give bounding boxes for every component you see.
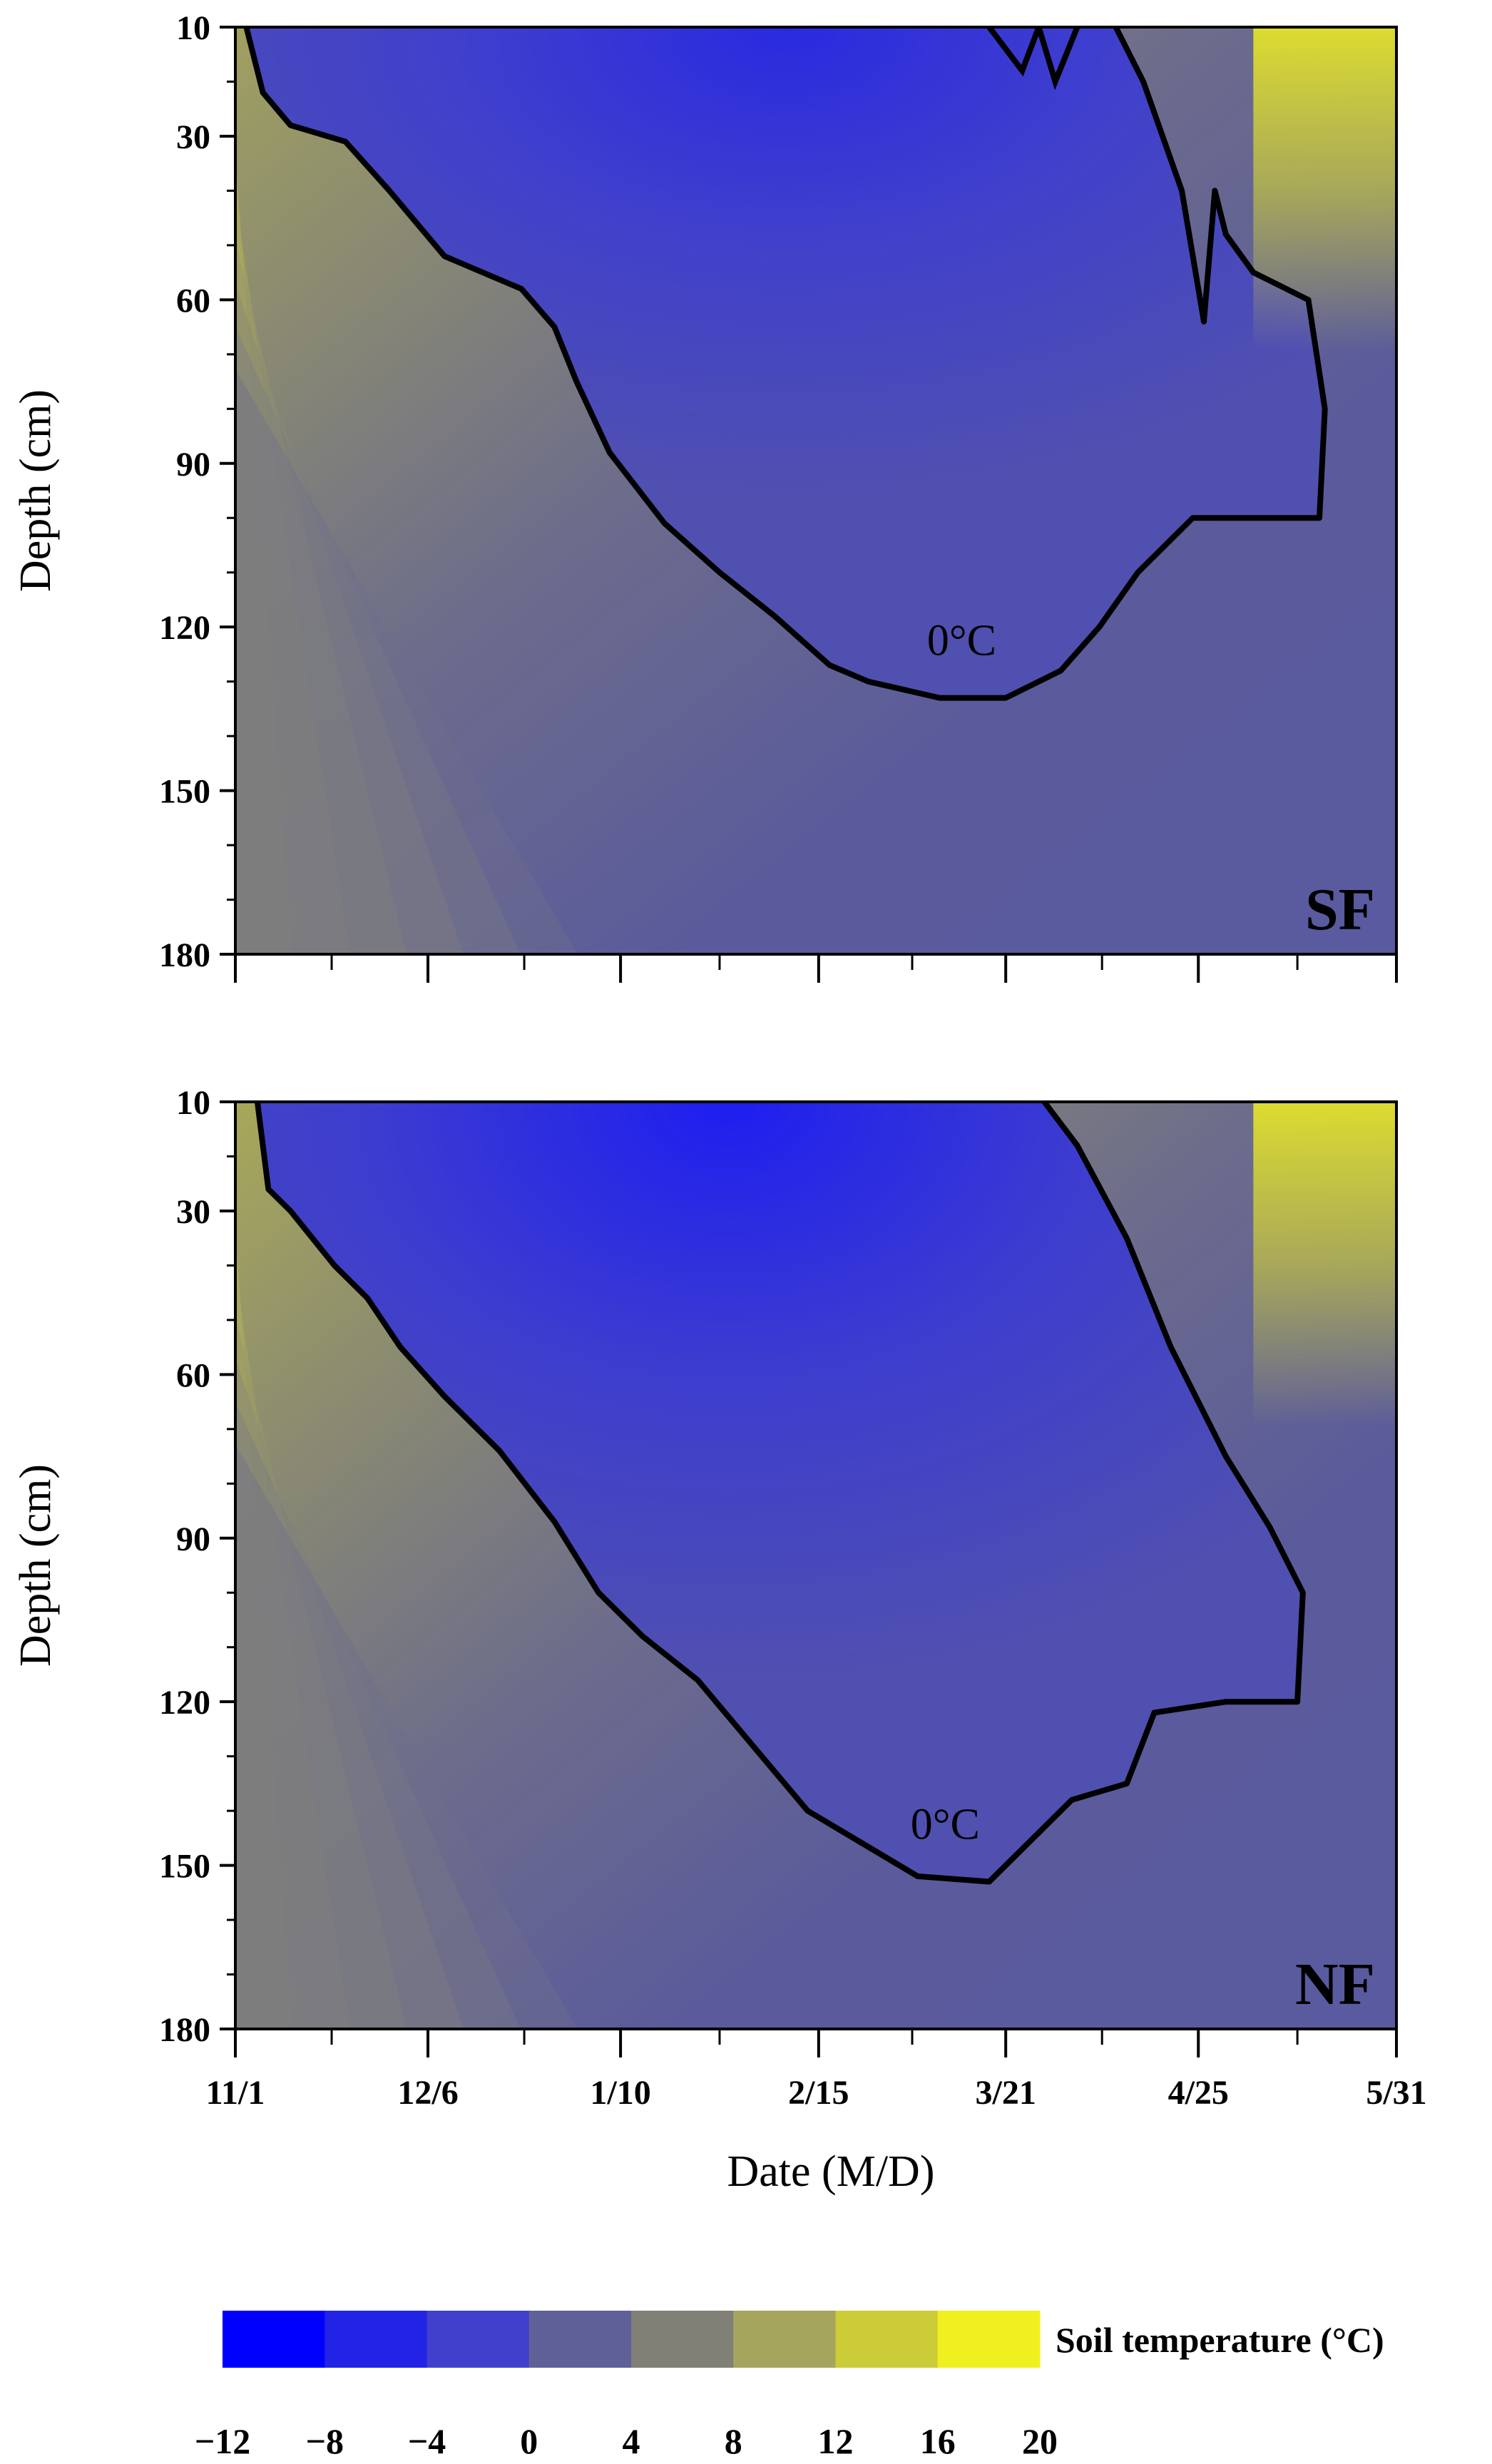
- colorbar-swatch: [223, 2311, 325, 2368]
- colorbar-tick-label: 16: [920, 2421, 956, 2461]
- y-tick-label-sf: 120: [159, 609, 210, 647]
- contour-label-nf: 0°C: [911, 1801, 980, 1849]
- panel-label-sf: SF: [1305, 876, 1375, 943]
- isotherm-band-sf: [235, 284, 464, 954]
- x-tick-label-nf: 11/1: [206, 2074, 265, 2112]
- colorbar-tick-label: 8: [725, 2421, 742, 2461]
- colorbar-tick-label: 20: [1022, 2421, 1058, 2461]
- y-tick-label-sf: 180: [159, 936, 210, 974]
- plot-area-sf: [235, 27, 1396, 954]
- colorbar-swatch: [631, 2311, 734, 2368]
- y-tick-label-nf: 10: [176, 1084, 210, 1122]
- isotherm-band-nf: [235, 1401, 521, 2029]
- plot-frame-sf: [234, 26, 1398, 956]
- isotherm-band-nf: [235, 1359, 464, 2029]
- spring-warm-zone-nf: [1253, 1102, 1396, 1426]
- colorbar-swatch: [528, 2311, 632, 2368]
- zero-contour-top-sf: [986, 27, 1080, 91]
- colorbar-tick-label: −4: [408, 2421, 446, 2461]
- y-tick-label-nf: 30: [176, 1193, 210, 1231]
- y-axis-title-sf: Depth (cm): [11, 389, 60, 592]
- colorbar-tick-label: 12: [818, 2421, 854, 2461]
- y-axis-title-nf: Depth (cm): [11, 1464, 60, 1667]
- isotherm-band-nf: [235, 1444, 578, 2029]
- isotherm-band-sf: [235, 369, 578, 954]
- colorbar-tick-label: −8: [306, 2421, 344, 2461]
- spring-warm-zone-sf: [1253, 27, 1396, 352]
- plot-frame-nf: [234, 1100, 1398, 2030]
- y-tick-label-sf: 90: [176, 446, 210, 484]
- colorbar-tick-label: 0: [520, 2421, 538, 2461]
- x-tick-label-nf: 12/6: [397, 2074, 458, 2112]
- x-tick-label-nf: 2/15: [788, 2074, 849, 2112]
- isotherm-band-sf: [235, 327, 521, 954]
- x-tick-label-nf: 3/21: [976, 2074, 1036, 2112]
- plot-area-nf: [235, 1102, 1396, 2029]
- y-tick-label-nf: 180: [159, 2011, 210, 2049]
- colorbar-swatch: [733, 2311, 836, 2368]
- y-tick-label-nf: 60: [176, 1356, 210, 1394]
- panel-sf: 0°C 10 30 60 90 120 150 180 Depth (cm) SF: [11, 9, 1398, 983]
- zero-contour-sf: [243, 27, 1328, 701]
- colorbar-swatch: [937, 2311, 1041, 2368]
- frozen-zone-nf: [257, 1102, 1303, 1882]
- colorbar-swatch: [325, 2311, 427, 2368]
- x-axis-title: Date (M/D): [727, 2147, 935, 2196]
- y-tick-label-sf: 150: [159, 773, 210, 811]
- panel-nf: 0°C 10 30 60 90 120 150 180 11/1 12/6 1/10 2/15 3/21…: [11, 1084, 1427, 2112]
- contour-label-sf: 0°C: [927, 617, 996, 665]
- colorbar-tick-label: −12: [195, 2421, 251, 2461]
- x-tick-label-nf: 1/10: [590, 2074, 650, 2112]
- y-tick-label-sf: 60: [176, 282, 210, 319]
- y-tick-label-nf: 120: [159, 1684, 210, 1722]
- panel-label-nf: NF: [1295, 1951, 1375, 2018]
- colorbar-swatch: [835, 2311, 939, 2368]
- colorbar-title: Soil temperature (°C): [1056, 2320, 1384, 2360]
- y-tick-label-nf: 150: [159, 1848, 210, 1886]
- colorbar-swatch: [426, 2311, 530, 2368]
- y-tick-label-nf: 90: [176, 1520, 210, 1558]
- x-tick-label-nf: 4/25: [1168, 2074, 1229, 2112]
- x-tick-label-nf: 5/31: [1366, 2074, 1426, 2112]
- y-tick-label-sf: 10: [176, 9, 210, 47]
- colorbar-tick-label: 4: [623, 2421, 640, 2461]
- frozen-zone-sf: [246, 27, 1325, 698]
- colorbar: −12 −8 −4 0 4 8 12 16 20 Soil temperature (°C): [195, 2311, 1384, 2461]
- zero-contour-nf: [254, 1102, 1306, 1885]
- y-tick-label-sf: 30: [176, 118, 210, 156]
